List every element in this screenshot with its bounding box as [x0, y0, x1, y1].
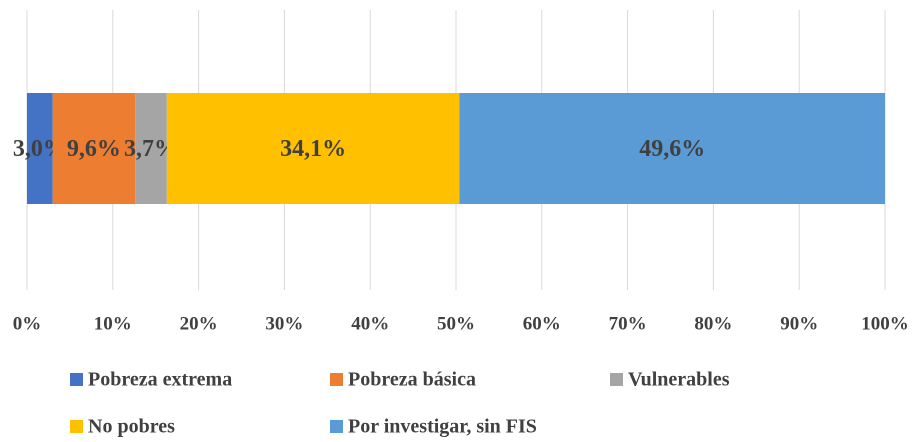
bar-segment: [52, 93, 136, 204]
bar-segment: [27, 93, 53, 204]
x-tick-label: 80%: [694, 313, 732, 334]
legend-label: Pobreza básica: [348, 369, 476, 391]
x-tick-label: 60%: [523, 313, 561, 334]
x-tick-label: 90%: [780, 313, 818, 334]
legend-swatch: [610, 373, 623, 386]
data-label: 34,1%: [280, 136, 346, 162]
x-tick-label: 0%: [13, 313, 42, 334]
data-label: 49,6%: [639, 136, 705, 162]
x-tick-label: 30%: [265, 313, 303, 334]
legend-label: Vulnerables: [628, 369, 730, 391]
bar-segment: [166, 93, 460, 204]
legend-label: Pobreza extrema: [88, 369, 232, 391]
legend-label: Por investigar, sin FIS: [348, 416, 537, 438]
x-tick-label: 40%: [351, 313, 389, 334]
x-tick-label: 50%: [437, 313, 475, 334]
legend-label: No pobres: [88, 416, 175, 438]
x-tick-label: 20%: [180, 313, 218, 334]
legend-swatch: [330, 420, 343, 433]
x-tick-label: 100%: [861, 313, 909, 334]
legend-swatch: [70, 373, 83, 386]
bar-segment: [459, 93, 885, 204]
legend-swatch: [330, 373, 343, 386]
legend-swatch: [70, 420, 83, 433]
x-tick-label: 10%: [94, 313, 132, 334]
x-tick-label: 70%: [609, 313, 647, 334]
bar-segment: [135, 93, 167, 204]
data-label: 9,6%: [67, 136, 121, 162]
